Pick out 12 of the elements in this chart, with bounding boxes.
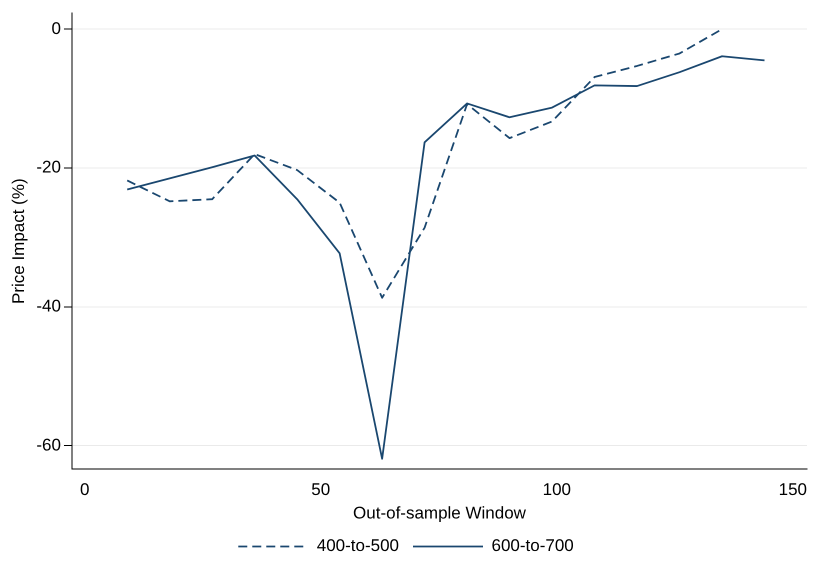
legend-label: 600-to-700 — [492, 536, 574, 556]
y-tick-label: -40 — [36, 296, 61, 316]
y-tick-label: -60 — [36, 435, 61, 454]
y-axis-title: Price Impact (%) — [8, 178, 28, 304]
legend-label: 400-to-500 — [316, 536, 400, 556]
x-tick-label: 0 — [80, 480, 90, 500]
y-tick-label: -20 — [36, 158, 61, 177]
y-tick-label: 0 — [52, 18, 61, 38]
x-tick-label: 50 — [311, 480, 330, 500]
x-tick-label: 100 — [542, 480, 571, 500]
x-tick-label: 150 — [778, 480, 808, 500]
x-axis-title: Out-of-sample Window — [353, 503, 527, 522]
